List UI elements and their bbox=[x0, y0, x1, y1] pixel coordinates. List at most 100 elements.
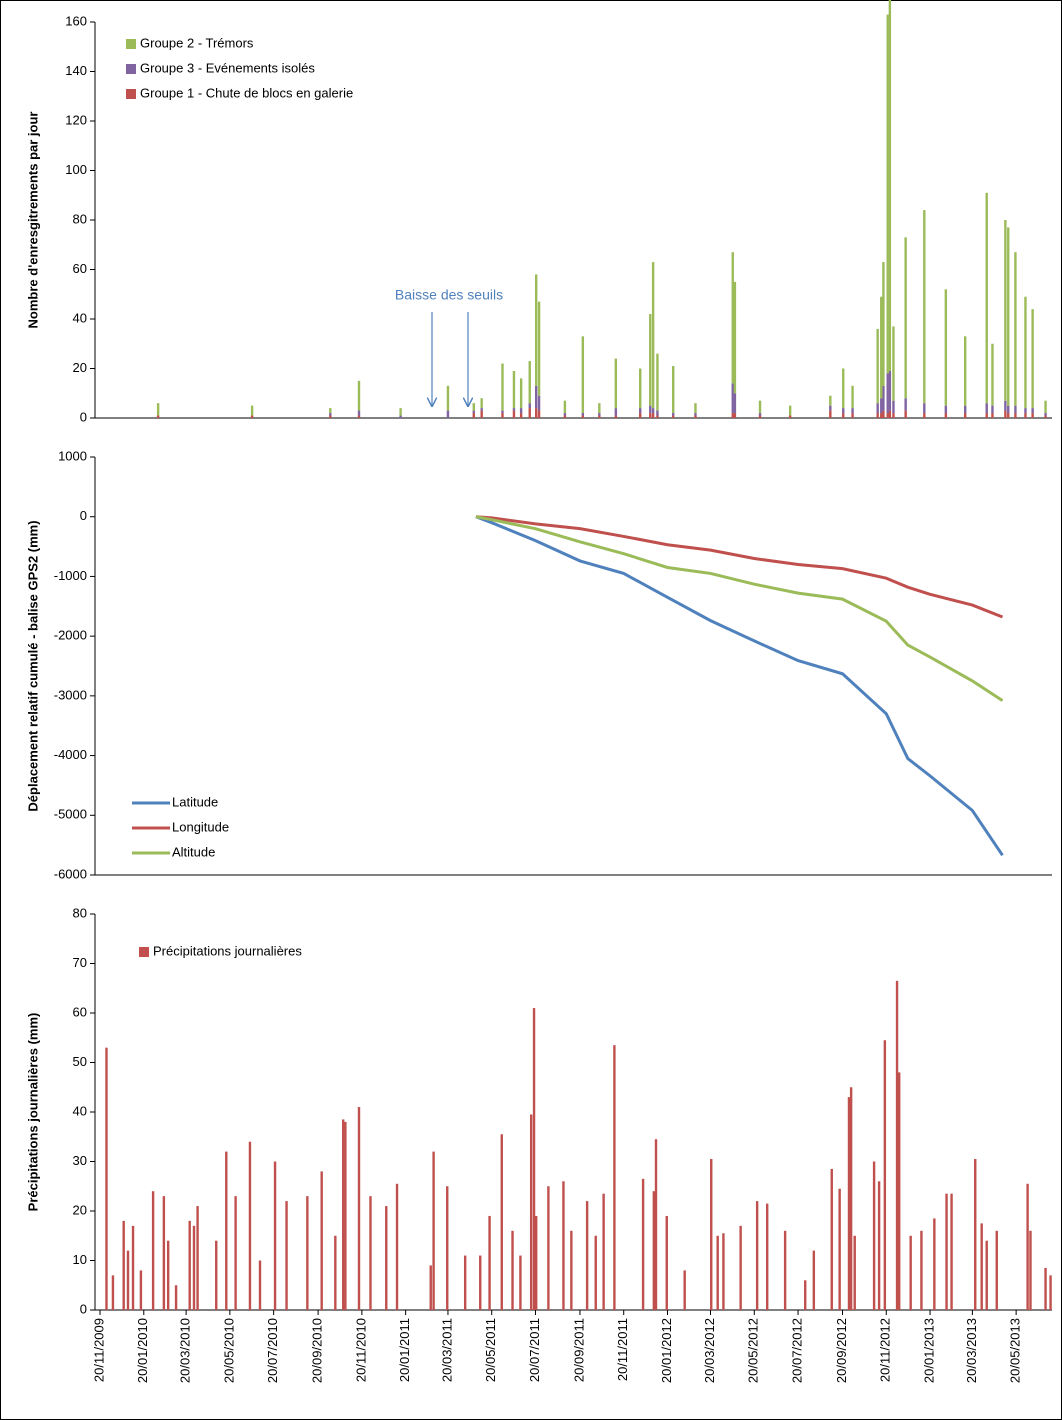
bar bbox=[883, 1040, 887, 1310]
bar bbox=[829, 405, 832, 411]
bar bbox=[649, 413, 652, 418]
bar bbox=[651, 262, 655, 409]
x-tick-label: 20/05/2012 bbox=[746, 1318, 761, 1383]
bar bbox=[649, 405, 652, 414]
legend-swatch bbox=[126, 39, 136, 49]
bar bbox=[1029, 1230, 1032, 1310]
bar bbox=[1024, 413, 1027, 418]
bar bbox=[672, 413, 675, 416]
bar bbox=[1044, 415, 1047, 418]
bar bbox=[528, 403, 531, 409]
bar bbox=[534, 385, 538, 409]
bar bbox=[672, 366, 675, 414]
bar bbox=[511, 1230, 514, 1310]
bar bbox=[614, 408, 618, 416]
bar bbox=[716, 1235, 719, 1310]
bar bbox=[519, 1255, 522, 1310]
y-tick-label: 1000 bbox=[58, 448, 87, 463]
bar bbox=[329, 413, 332, 416]
bar bbox=[598, 415, 601, 418]
x-tick-label: 20/03/2010 bbox=[178, 1318, 193, 1383]
x-tick-label: 20/11/2011 bbox=[615, 1318, 630, 1381]
bar bbox=[399, 415, 402, 418]
y-axis-label: Précipitations journalières (mm) bbox=[25, 1013, 40, 1212]
bar bbox=[880, 413, 883, 418]
bar bbox=[985, 413, 988, 418]
legend-label: Altitude bbox=[172, 844, 215, 859]
bar bbox=[888, 0, 892, 371]
bar bbox=[248, 1141, 252, 1310]
bar bbox=[613, 1045, 616, 1310]
bar bbox=[876, 403, 879, 414]
y-tick-label: 0 bbox=[80, 409, 87, 424]
x-tick-label: 20/05/2011 bbox=[483, 1318, 498, 1382]
bar bbox=[320, 1171, 323, 1310]
bar bbox=[665, 1215, 668, 1310]
bar bbox=[755, 1201, 759, 1310]
bar bbox=[639, 408, 642, 414]
y-tick-label: -6000 bbox=[54, 866, 87, 881]
legend-label: Groupe 1 - Chute de blocs en galerie bbox=[140, 85, 353, 100]
bar bbox=[480, 408, 483, 411]
bar bbox=[1031, 413, 1034, 418]
bar bbox=[285, 1201, 288, 1310]
bar bbox=[512, 410, 516, 418]
bar bbox=[480, 410, 483, 418]
bar bbox=[639, 413, 642, 418]
bar bbox=[944, 405, 948, 414]
x-tick-label: 20/09/2011 bbox=[571, 1318, 586, 1382]
x-tick-label: 20/05/2010 bbox=[221, 1318, 236, 1383]
bar bbox=[534, 274, 538, 386]
bar bbox=[830, 1168, 833, 1310]
bar bbox=[234, 1196, 237, 1310]
legend-label: Groupe 2 - Trémors bbox=[140, 35, 254, 50]
x-tick-label: 20/11/2012 bbox=[878, 1318, 893, 1382]
bar bbox=[923, 413, 926, 418]
bar bbox=[694, 413, 697, 416]
bar bbox=[306, 1196, 309, 1310]
bar bbox=[656, 353, 659, 411]
y-tick-label: 80 bbox=[73, 905, 87, 920]
bar bbox=[537, 395, 541, 411]
bar bbox=[1004, 220, 1007, 401]
bar bbox=[334, 1235, 337, 1310]
bar bbox=[122, 1220, 125, 1310]
bar bbox=[672, 415, 675, 418]
y-tick-label: 40 bbox=[73, 1103, 87, 1118]
bar bbox=[842, 413, 845, 418]
bar bbox=[765, 1203, 769, 1310]
bar bbox=[758, 400, 762, 414]
y-tick-label: 100 bbox=[65, 162, 87, 177]
bar bbox=[788, 415, 792, 418]
bar bbox=[131, 1225, 135, 1310]
bar bbox=[329, 415, 332, 418]
y-tick-label: -2000 bbox=[54, 628, 87, 643]
bar bbox=[126, 1250, 130, 1310]
legend-swatch bbox=[126, 64, 136, 74]
bar bbox=[985, 403, 988, 414]
bar bbox=[1044, 400, 1047, 414]
bar bbox=[694, 415, 697, 418]
x-tick-label: 20/07/2012 bbox=[789, 1318, 804, 1383]
bar bbox=[1007, 227, 1010, 406]
y-tick-label: -4000 bbox=[54, 747, 87, 762]
bar bbox=[501, 410, 504, 414]
bar bbox=[944, 413, 948, 418]
bar bbox=[758, 413, 762, 416]
bar bbox=[853, 1235, 856, 1310]
bar bbox=[733, 413, 737, 418]
bar bbox=[731, 413, 734, 418]
bar bbox=[1014, 413, 1017, 418]
bar bbox=[849, 1087, 853, 1310]
bar bbox=[563, 413, 567, 416]
bar bbox=[534, 408, 538, 418]
bar bbox=[758, 415, 762, 418]
bar bbox=[733, 393, 737, 414]
bar bbox=[151, 1191, 155, 1310]
bar bbox=[1024, 408, 1027, 414]
bar bbox=[892, 400, 895, 414]
bar bbox=[519, 413, 523, 418]
y-tick-label: -1000 bbox=[54, 568, 87, 583]
bar bbox=[1026, 1183, 1029, 1310]
bar bbox=[882, 262, 885, 386]
